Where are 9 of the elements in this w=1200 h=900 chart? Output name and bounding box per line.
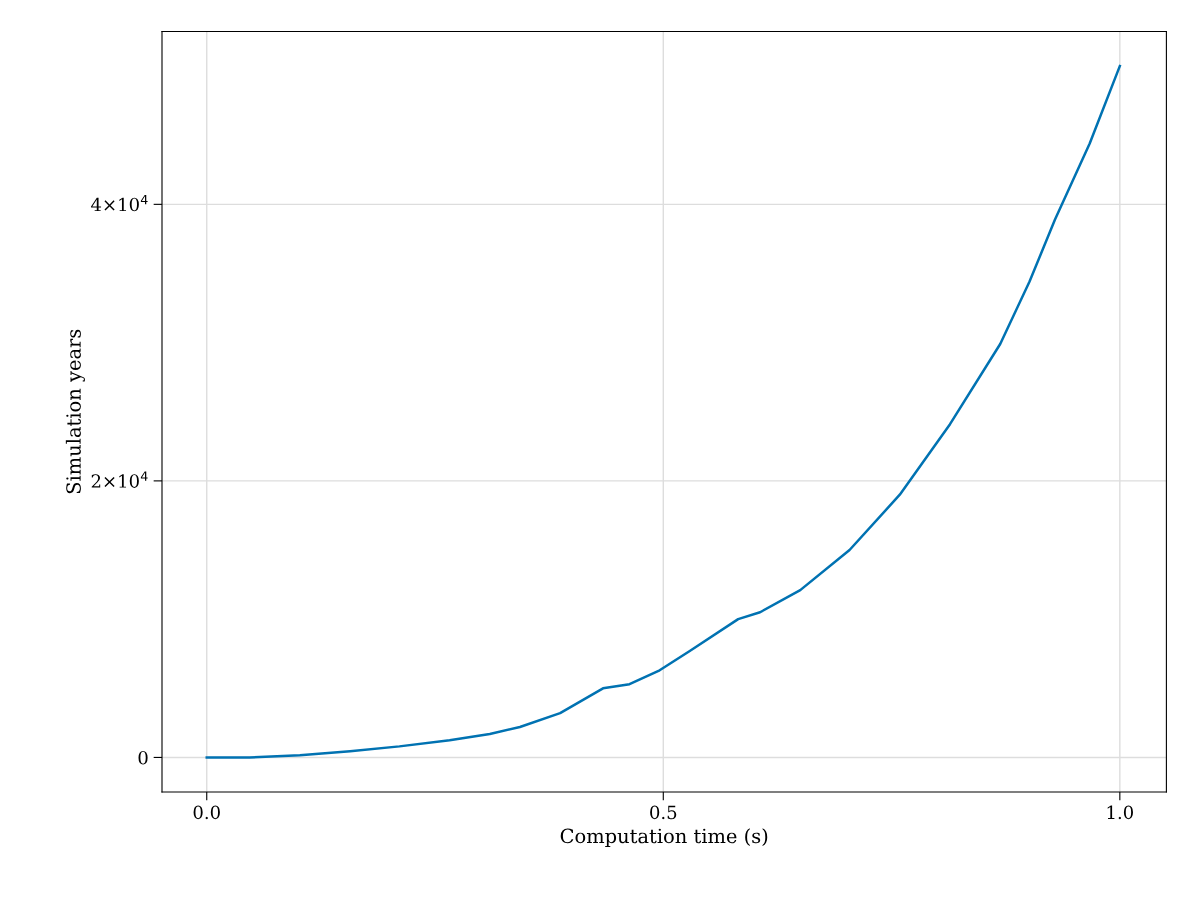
y-tick-label: 4×10$^{4}$ bbox=[91, 194, 148, 212]
x-tick-label: 0.5 bbox=[650, 805, 677, 820]
x-tick-label: 0.0 bbox=[193, 805, 220, 820]
y-tick-label: 0 bbox=[138, 750, 148, 765]
line-series bbox=[205, 64, 1122, 759]
y-tick-label: 2×10$^{4}$ bbox=[91, 471, 148, 488]
x-tick-label: 1.0 bbox=[1107, 805, 1133, 820]
x-axis-title: Computation time (s) bbox=[560, 828, 768, 848]
y-axis-title: Simulation years bbox=[65, 329, 85, 494]
